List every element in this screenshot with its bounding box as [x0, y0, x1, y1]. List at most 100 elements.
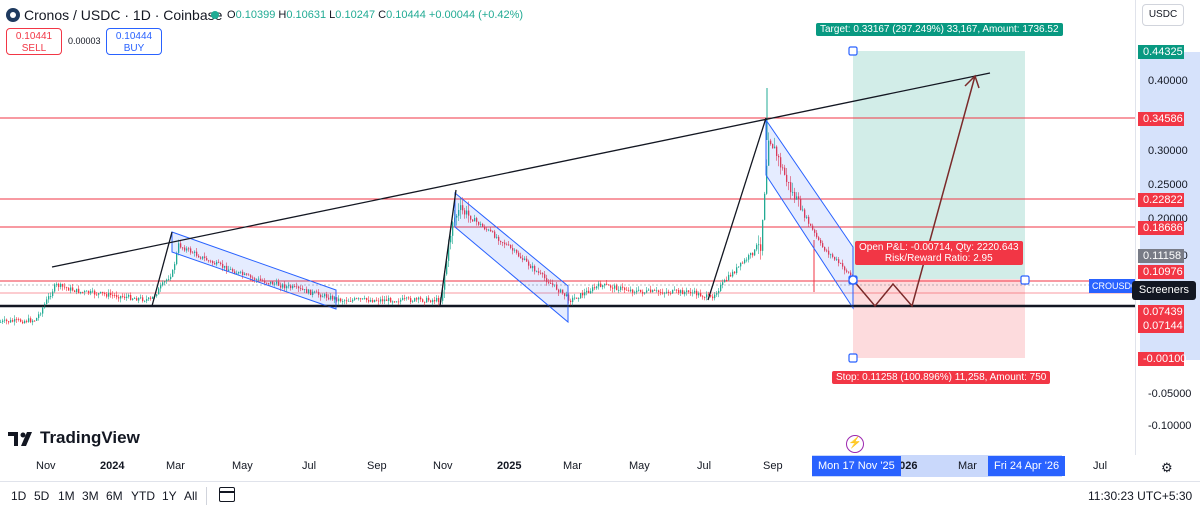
candle-body [400, 299, 402, 302]
range-button-1d[interactable]: 1D [11, 489, 27, 503]
position-handle[interactable] [1020, 275, 1030, 285]
selection-end-date: Fri 24 Apr '26 [988, 456, 1066, 476]
candle-body [76, 288, 78, 292]
buy-button[interactable]: 0.10444 BUY [106, 28, 162, 55]
candle-body [566, 294, 568, 296]
time-label: Jul [697, 460, 712, 472]
candle-body [748, 255, 750, 260]
candle-body [246, 273, 248, 275]
low-value: 0.10247 [335, 9, 376, 21]
trend-line[interactable] [439, 189, 457, 307]
candle-body [616, 285, 618, 291]
candle-body [308, 289, 310, 294]
range-button-5d[interactable]: 5D [34, 489, 50, 503]
ohlc-readout: O0.10399 H0.10631 L0.10247 C0.10444 +0.0… [227, 9, 523, 21]
candle-body [10, 320, 12, 323]
candle-body [462, 205, 464, 211]
trend-line[interactable] [151, 231, 173, 307]
candle-body [730, 274, 732, 277]
clock[interactable]: 11:30:23 UTC+5:30 [1088, 489, 1193, 503]
pnl-label[interactable]: Open P&L: -0.00714, Qty: 2220.643 Risk/R… [855, 241, 1023, 265]
candle-body [738, 266, 740, 268]
candle-body [648, 289, 650, 291]
candle-body [152, 296, 154, 299]
time-label: Jul [1093, 460, 1108, 472]
candle-body [66, 287, 68, 289]
candle-body [682, 290, 684, 295]
currency-selector[interactable]: USDC [1142, 4, 1184, 26]
descending-channel[interactable] [454, 191, 569, 324]
candle-body [130, 295, 132, 300]
descending-channel[interactable] [765, 118, 854, 310]
candle-body [206, 258, 208, 261]
candle-body [546, 278, 548, 283]
candle-body [686, 290, 688, 292]
range-button-6m[interactable]: 6M [106, 489, 123, 503]
candle-body [814, 229, 816, 233]
sell-button[interactable]: 0.10441 SELL [6, 28, 62, 55]
candle-body [176, 252, 178, 265]
candle-body [530, 265, 532, 269]
candle-body [560, 289, 562, 293]
candle-body [218, 261, 220, 263]
range-button-3m[interactable]: 3M [82, 489, 99, 503]
stop-zone[interactable] [853, 279, 1025, 358]
chart-canvas[interactable] [0, 0, 1135, 455]
calendar-range-icon[interactable] [219, 487, 235, 502]
bottom-toolbar [0, 481, 1200, 513]
candle-body [196, 251, 198, 256]
candle-body [794, 191, 796, 200]
symbol-title[interactable]: Cronos / USDC · 1D · Coinbase [24, 7, 223, 23]
time-label: May [232, 460, 253, 472]
range-button-1y[interactable]: 1Y [162, 489, 177, 503]
range-button-all[interactable]: All [184, 489, 198, 503]
candle-body [640, 289, 642, 292]
candle-body [608, 284, 610, 286]
candle-body [718, 290, 720, 294]
candle-body [518, 252, 520, 257]
trend-line[interactable] [51, 72, 991, 268]
candle-body [746, 259, 748, 261]
candle-body [262, 280, 264, 282]
candle-body [514, 249, 516, 251]
candle-body [128, 295, 130, 297]
candle-body [564, 293, 566, 296]
candle-body [548, 282, 550, 284]
candle-body [706, 294, 708, 298]
candle-body [646, 290, 648, 293]
candle-body [200, 257, 202, 259]
candle-body [470, 215, 472, 220]
candle-body [324, 294, 326, 297]
candle-body [42, 307, 44, 314]
candle-body [732, 271, 734, 277]
screeners-button[interactable]: Screeners [1132, 281, 1196, 300]
lightning-event-icon[interactable]: ⚡ [846, 435, 864, 453]
candle-body [112, 294, 114, 296]
position-handle[interactable] [848, 353, 858, 363]
time-label: 2025 [497, 460, 522, 472]
candle-body [806, 216, 808, 218]
candle-body [510, 245, 512, 249]
range-button-1m[interactable]: 1M [58, 489, 75, 503]
candle-body [626, 289, 628, 291]
range-button-ytd[interactable]: YTD [131, 489, 155, 503]
target-label[interactable]: Target: 0.33167 (297.249%) 33,167, Amoun… [816, 23, 1063, 36]
stop-label[interactable]: Stop: 0.11258 (100.896%) 11,258, Amount:… [832, 371, 1051, 384]
entry-handle[interactable] [848, 275, 858, 285]
candle-body [280, 285, 282, 288]
trend-line[interactable] [707, 117, 767, 301]
position-handle[interactable] [848, 46, 858, 56]
candle-body [242, 271, 244, 275]
candle-body [184, 247, 186, 251]
candle-body [642, 291, 644, 294]
candle-body [408, 297, 410, 299]
descending-channel[interactable] [171, 231, 337, 310]
settings-gear-icon[interactable]: ⚙ [1161, 460, 1173, 475]
chart-area[interactable] [0, 0, 1135, 455]
candle-body [792, 191, 794, 193]
time-label: Mar [166, 460, 185, 472]
candle-body [504, 242, 506, 245]
candle-body [780, 157, 782, 168]
candle-body [634, 292, 636, 294]
projection-path[interactable] [852, 75, 976, 308]
